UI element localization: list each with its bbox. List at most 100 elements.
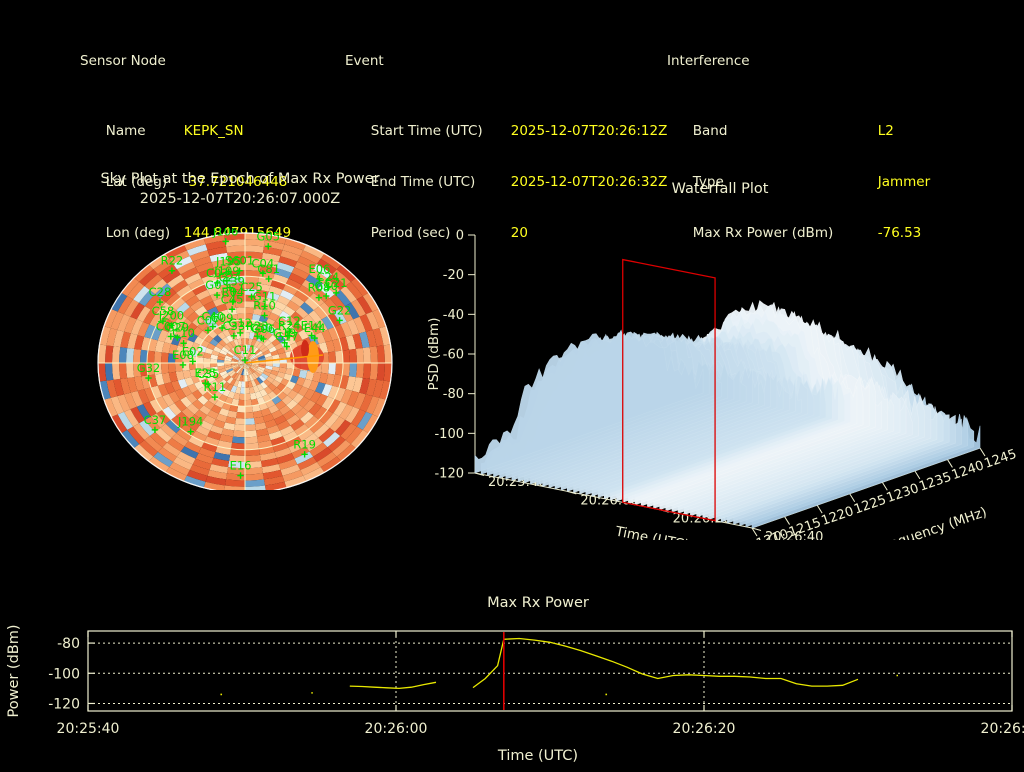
satellite-label: R22	[161, 254, 184, 268]
satellite-label: C81	[257, 262, 280, 276]
max-rx-trace	[220, 637, 898, 696]
satellite-marker: C45	[221, 292, 244, 313]
satellite-marker: C12	[278, 314, 301, 335]
event-row-end: End Time (UTC) 2025-12-07T20:26:32Z	[345, 154, 685, 190]
satellite-label: G06	[251, 322, 275, 336]
satellite-label: C28	[149, 285, 172, 299]
max-rx-sample-point	[605, 693, 608, 696]
event-row-period: Period (sec) 20	[345, 205, 685, 241]
waterfall-freq-tick: 1220	[820, 504, 856, 529]
satellite-label: E08	[172, 348, 194, 362]
max-rx-plot-frame	[87, 630, 1013, 712]
satellite-label: C04	[252, 256, 275, 270]
satellite-label: G22	[328, 303, 352, 317]
satellite-marker: J106	[212, 228, 238, 245]
satellite-marker: G30	[314, 279, 338, 300]
waterfall-surface	[474, 300, 981, 529]
satellite-marker: C04	[252, 256, 275, 277]
event-block: Event Start Time (UTC) 2025-12-07T20:26:1…	[345, 20, 685, 256]
satellite-marker: R11	[204, 380, 227, 401]
interference-row-maxrx: Max Rx Power (dBm) -76.53	[667, 205, 1017, 241]
satellite-label: R11	[204, 380, 227, 394]
satellite-label: E25	[194, 366, 216, 380]
sky-plot: J106 G05 R22 E06 C24 C21 G30 R08 C28 J195 S601 C04 C…	[95, 228, 395, 490]
satellite-label: R04	[221, 285, 244, 299]
waterfall-plot: 0 -20 -40 -60 -80 -100 -120 PSD (dBm) 20:25:40 20…	[420, 180, 1024, 557]
satellite-marker: C24	[316, 270, 339, 291]
interference-block: Interference Band L2 Type Jammer Max Rx Po…	[667, 20, 1017, 256]
satellite-label: C10	[172, 326, 195, 340]
max-rx-x-tick: 20:25:40	[57, 721, 120, 737]
satellite-label: C50	[250, 321, 273, 335]
sensor-node-row-lon: Lon (deg) 144.847915649	[80, 205, 360, 241]
waterfall-z-tick: -20	[443, 268, 464, 283]
satellite-marker: C39	[222, 274, 245, 295]
sensor-name-label: Name	[105, 123, 146, 139]
waterfall-z-tick: -100	[434, 427, 464, 442]
satellite-label: C58	[152, 304, 175, 318]
satellite-marker: G11	[253, 289, 277, 310]
waterfall-freq-tick: 1235	[917, 470, 953, 495]
interference-heading: Interference	[667, 53, 750, 69]
satellite-label: C09	[211, 311, 234, 325]
satellite-marker: G32	[137, 361, 161, 382]
satellite-label: C007	[156, 319, 186, 333]
satellite-marker: G22	[328, 303, 352, 324]
event-start-value: 2025-12-07T20:26:12Z	[510, 123, 668, 139]
satellite-marker: C03	[206, 266, 229, 287]
waterfall-freq-tick: 1225	[852, 493, 888, 518]
satellite-marker: C007	[156, 319, 186, 340]
satellite-label: G03	[205, 278, 229, 292]
event-period-label: Period (sec)	[370, 225, 451, 241]
satellite-label: G05	[256, 229, 280, 243]
interference-band-value: L2	[877, 123, 894, 139]
satellite-marker: G12	[228, 316, 252, 337]
max-rx-x-label: Time (UTC)	[497, 748, 578, 764]
event-row-start: Start Time (UTC) 2025-12-07T20:26:12Z	[345, 103, 685, 139]
satellite-marker: R19	[293, 437, 316, 458]
event-end-label: End Time (UTC)	[370, 174, 476, 190]
sensor-node-heading: Sensor Node	[80, 53, 166, 69]
event-start-label: Start Time (UTC)	[370, 123, 483, 139]
satellite-label: J194	[177, 415, 203, 429]
satellite-label: R24	[278, 319, 301, 333]
waterfall-freq-tick: 1245	[982, 447, 1018, 472]
satellite-label: J109	[213, 264, 239, 278]
satellite-label: C25	[240, 280, 263, 294]
waterfall-freq-tick: 1210	[754, 527, 790, 540]
max-rx-power-canvas: Max Rx Power -80 -100 -120 20:25:40 20:26:00 2…	[6, 595, 1024, 764]
interference-maxrx-value: -76.53	[877, 225, 922, 241]
satellite-marker: J195	[215, 255, 241, 275]
satellite-label: G11	[253, 289, 277, 303]
waterfall-z-label: PSD (dBm)	[426, 318, 442, 391]
satellite-label: J106	[212, 228, 238, 238]
satellite-marker: S601	[225, 254, 254, 274]
max-rx-sample-point	[220, 693, 223, 696]
satellite-marker: C81	[257, 262, 280, 283]
satellite-label: C21	[325, 276, 348, 290]
satellite-marker: C37	[144, 413, 166, 434]
satellite-marker: C35	[197, 367, 219, 388]
satellite-marker: R08	[308, 281, 330, 301]
satellite-marker: J194	[177, 415, 203, 435]
satellite-marker: C09	[211, 311, 234, 332]
interference-type-value: Jammer	[877, 174, 931, 190]
satellite-marker: E25	[194, 366, 216, 387]
satellite-marker: C58	[152, 304, 175, 325]
waterfall-z-tick: -60	[443, 348, 464, 363]
satellite-marker: E14	[301, 319, 323, 339]
waterfall-z-tick: -120	[434, 467, 464, 482]
satellite-marker: R23	[246, 319, 269, 340]
max-rx-x-tick: 20:26:00	[365, 721, 428, 737]
sensor-node-row-lat: Lat (deg) -37.721046448	[80, 154, 360, 190]
satellite-label: R23	[246, 319, 269, 333]
satellite-marker: E06	[308, 262, 330, 282]
satellite-label: C45	[221, 292, 244, 306]
max-rx-y-tick: -120	[48, 696, 80, 712]
interference-type-label: Type	[692, 174, 724, 190]
satellite-label: G32	[137, 361, 161, 375]
sensor-name-value: KEPK_SN	[183, 123, 244, 139]
satellite-marker: G17	[275, 330, 299, 350]
sensor-node-block: Sensor Node Name KEPK_SN Lat (deg) -37.721…	[80, 20, 360, 256]
